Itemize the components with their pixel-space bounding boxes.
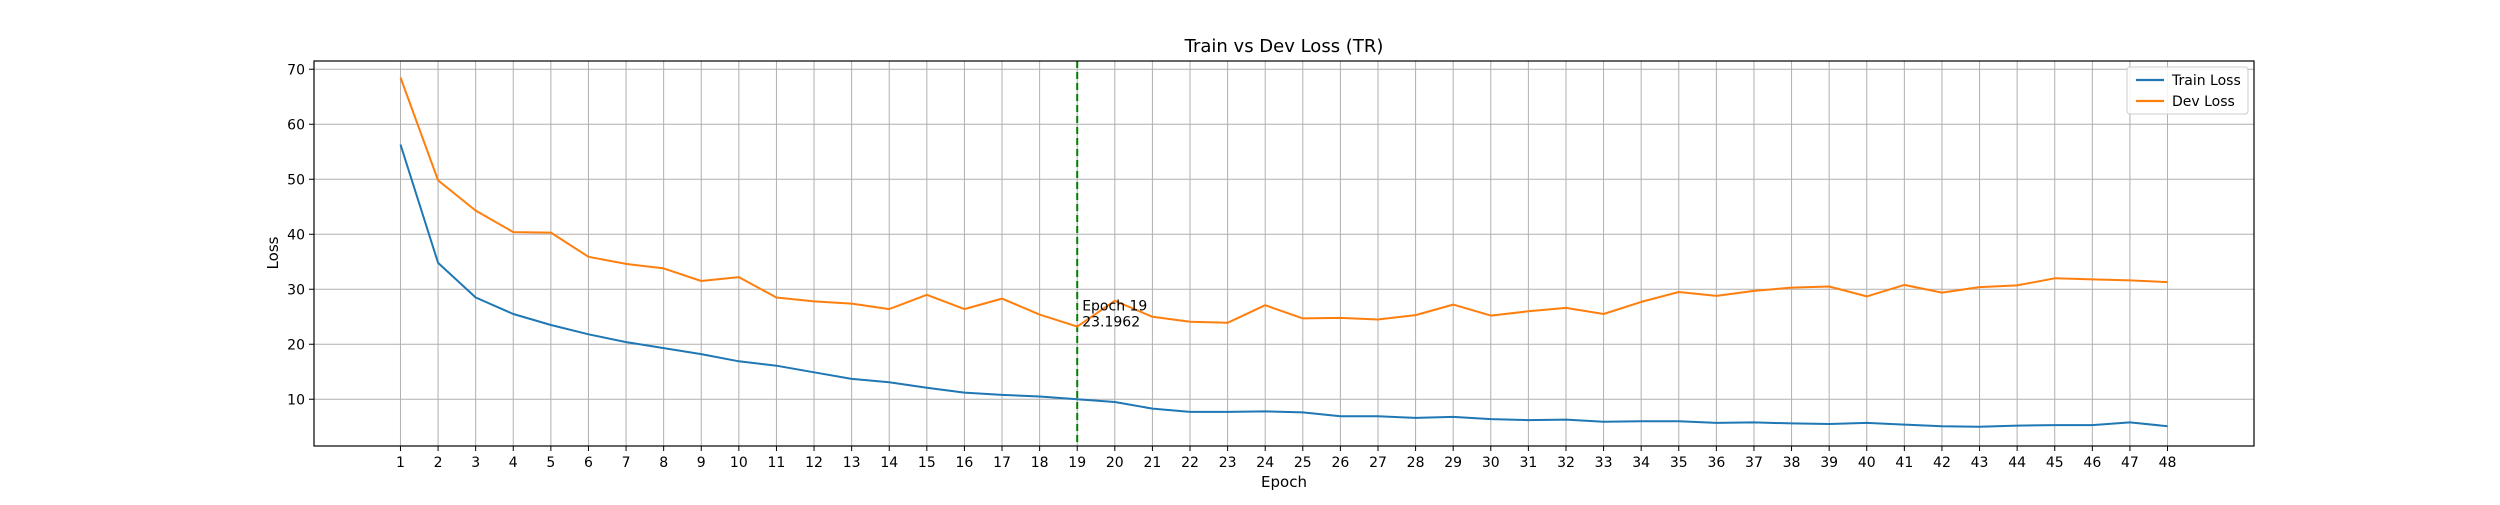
x-axis-label: Epoch bbox=[1261, 473, 1307, 491]
x-tick-label: 29 bbox=[1444, 455, 1462, 471]
x-tick-label: 43 bbox=[1971, 455, 1989, 471]
x-axis-ticks: 1 2 3 4 5 6 7 8 9 10 11 12 13 14 15 16 17 18 19 20 21 22 23 24 2… bbox=[396, 446, 2176, 471]
legend-label-dev-loss: Dev Loss bbox=[2172, 94, 2235, 110]
x-tick-label: 5 bbox=[546, 455, 555, 471]
y-tick-label: 70 bbox=[287, 62, 305, 78]
x-tick-label: 42 bbox=[1933, 455, 1951, 471]
x-tick-label: 28 bbox=[1407, 455, 1425, 471]
x-tick-label: 19 bbox=[1068, 455, 1086, 471]
x-tick-label: 36 bbox=[1707, 455, 1725, 471]
x-tick-label: 14 bbox=[880, 455, 898, 471]
x-tick-label: 16 bbox=[956, 455, 974, 471]
dev-loss-line bbox=[399, 77, 2168, 328]
y-tick-label: 20 bbox=[287, 337, 305, 353]
y-tick-label: 40 bbox=[287, 227, 305, 243]
x-tick-label: 25 bbox=[1294, 455, 1312, 471]
x-tick-label: 41 bbox=[1895, 455, 1913, 471]
x-tick-label: 45 bbox=[2046, 455, 2064, 471]
x-tick-label: 7 bbox=[622, 455, 631, 471]
legend-box bbox=[2126, 66, 2249, 115]
x-tick-label: 3 bbox=[471, 455, 480, 471]
x-tick-label: 1 bbox=[396, 455, 405, 471]
x-tick-label: 31 bbox=[1519, 455, 1537, 471]
x-tick-label: 20 bbox=[1106, 455, 1124, 471]
x-tick-label: 48 bbox=[2159, 455, 2177, 471]
x-tick-label: 17 bbox=[993, 455, 1011, 471]
annotation-epoch: Epoch 19 bbox=[1082, 299, 1147, 315]
x-tick-label: 18 bbox=[1031, 455, 1049, 471]
plot-area-frame bbox=[313, 60, 2255, 447]
x-tick-label: 9 bbox=[697, 455, 706, 471]
annotation-loss-value: 23.1962 bbox=[1082, 315, 1140, 331]
y-tick-label: 10 bbox=[287, 392, 305, 408]
x-tick-label: 11 bbox=[768, 455, 786, 471]
x-tick-label: 46 bbox=[2083, 455, 2101, 471]
x-tick-label: 24 bbox=[1256, 455, 1274, 471]
x-tick-label: 38 bbox=[1783, 455, 1801, 471]
x-tick-label: 13 bbox=[843, 455, 861, 471]
x-tick-label: 15 bbox=[918, 455, 936, 471]
x-tick-label: 33 bbox=[1595, 455, 1613, 471]
x-tick-label: 10 bbox=[730, 455, 748, 471]
y-tick-label: 50 bbox=[287, 172, 305, 188]
x-tick-label: 39 bbox=[1820, 455, 1838, 471]
train-loss-line bbox=[399, 144, 2168, 428]
y-tick-label: 60 bbox=[287, 117, 305, 133]
x-tick-label: 4 bbox=[509, 455, 518, 471]
x-tick-label: 37 bbox=[1745, 455, 1763, 471]
y-axis-label: Loss bbox=[264, 236, 282, 269]
legend-label-train-loss: Train Loss bbox=[2171, 73, 2241, 89]
x-tick-label: 35 bbox=[1670, 455, 1688, 471]
x-tick-label: 40 bbox=[1858, 455, 1876, 471]
x-tick-label: 23 bbox=[1219, 455, 1237, 471]
chart-title: Train vs Dev Loss (TR) bbox=[1184, 36, 1384, 57]
best-epoch-annotation: Epoch 19 23.1962 bbox=[1082, 299, 1147, 331]
x-tick-label: 2 bbox=[434, 455, 443, 471]
x-tick-label: 44 bbox=[2008, 455, 2026, 471]
series-lines bbox=[399, 77, 2168, 428]
x-tick-label: 32 bbox=[1557, 455, 1575, 471]
x-tick-label: 26 bbox=[1331, 455, 1349, 471]
x-tick-label: 22 bbox=[1181, 455, 1199, 471]
y-axis-ticks: 10 20 30 40 50 60 70 bbox=[287, 62, 314, 408]
x-tick-label: 47 bbox=[2121, 455, 2139, 471]
x-tick-label: 21 bbox=[1143, 455, 1161, 471]
x-tick-label: 12 bbox=[805, 455, 823, 471]
x-tick-label: 30 bbox=[1482, 455, 1500, 471]
x-tick-label: 6 bbox=[584, 455, 593, 471]
chart-legend: Train Loss Dev Loss bbox=[2126, 66, 2249, 115]
x-tick-label: 8 bbox=[659, 455, 668, 471]
x-tick-label: 27 bbox=[1369, 455, 1387, 471]
y-tick-label: 30 bbox=[287, 282, 305, 298]
x-tick-label: 34 bbox=[1632, 455, 1650, 471]
